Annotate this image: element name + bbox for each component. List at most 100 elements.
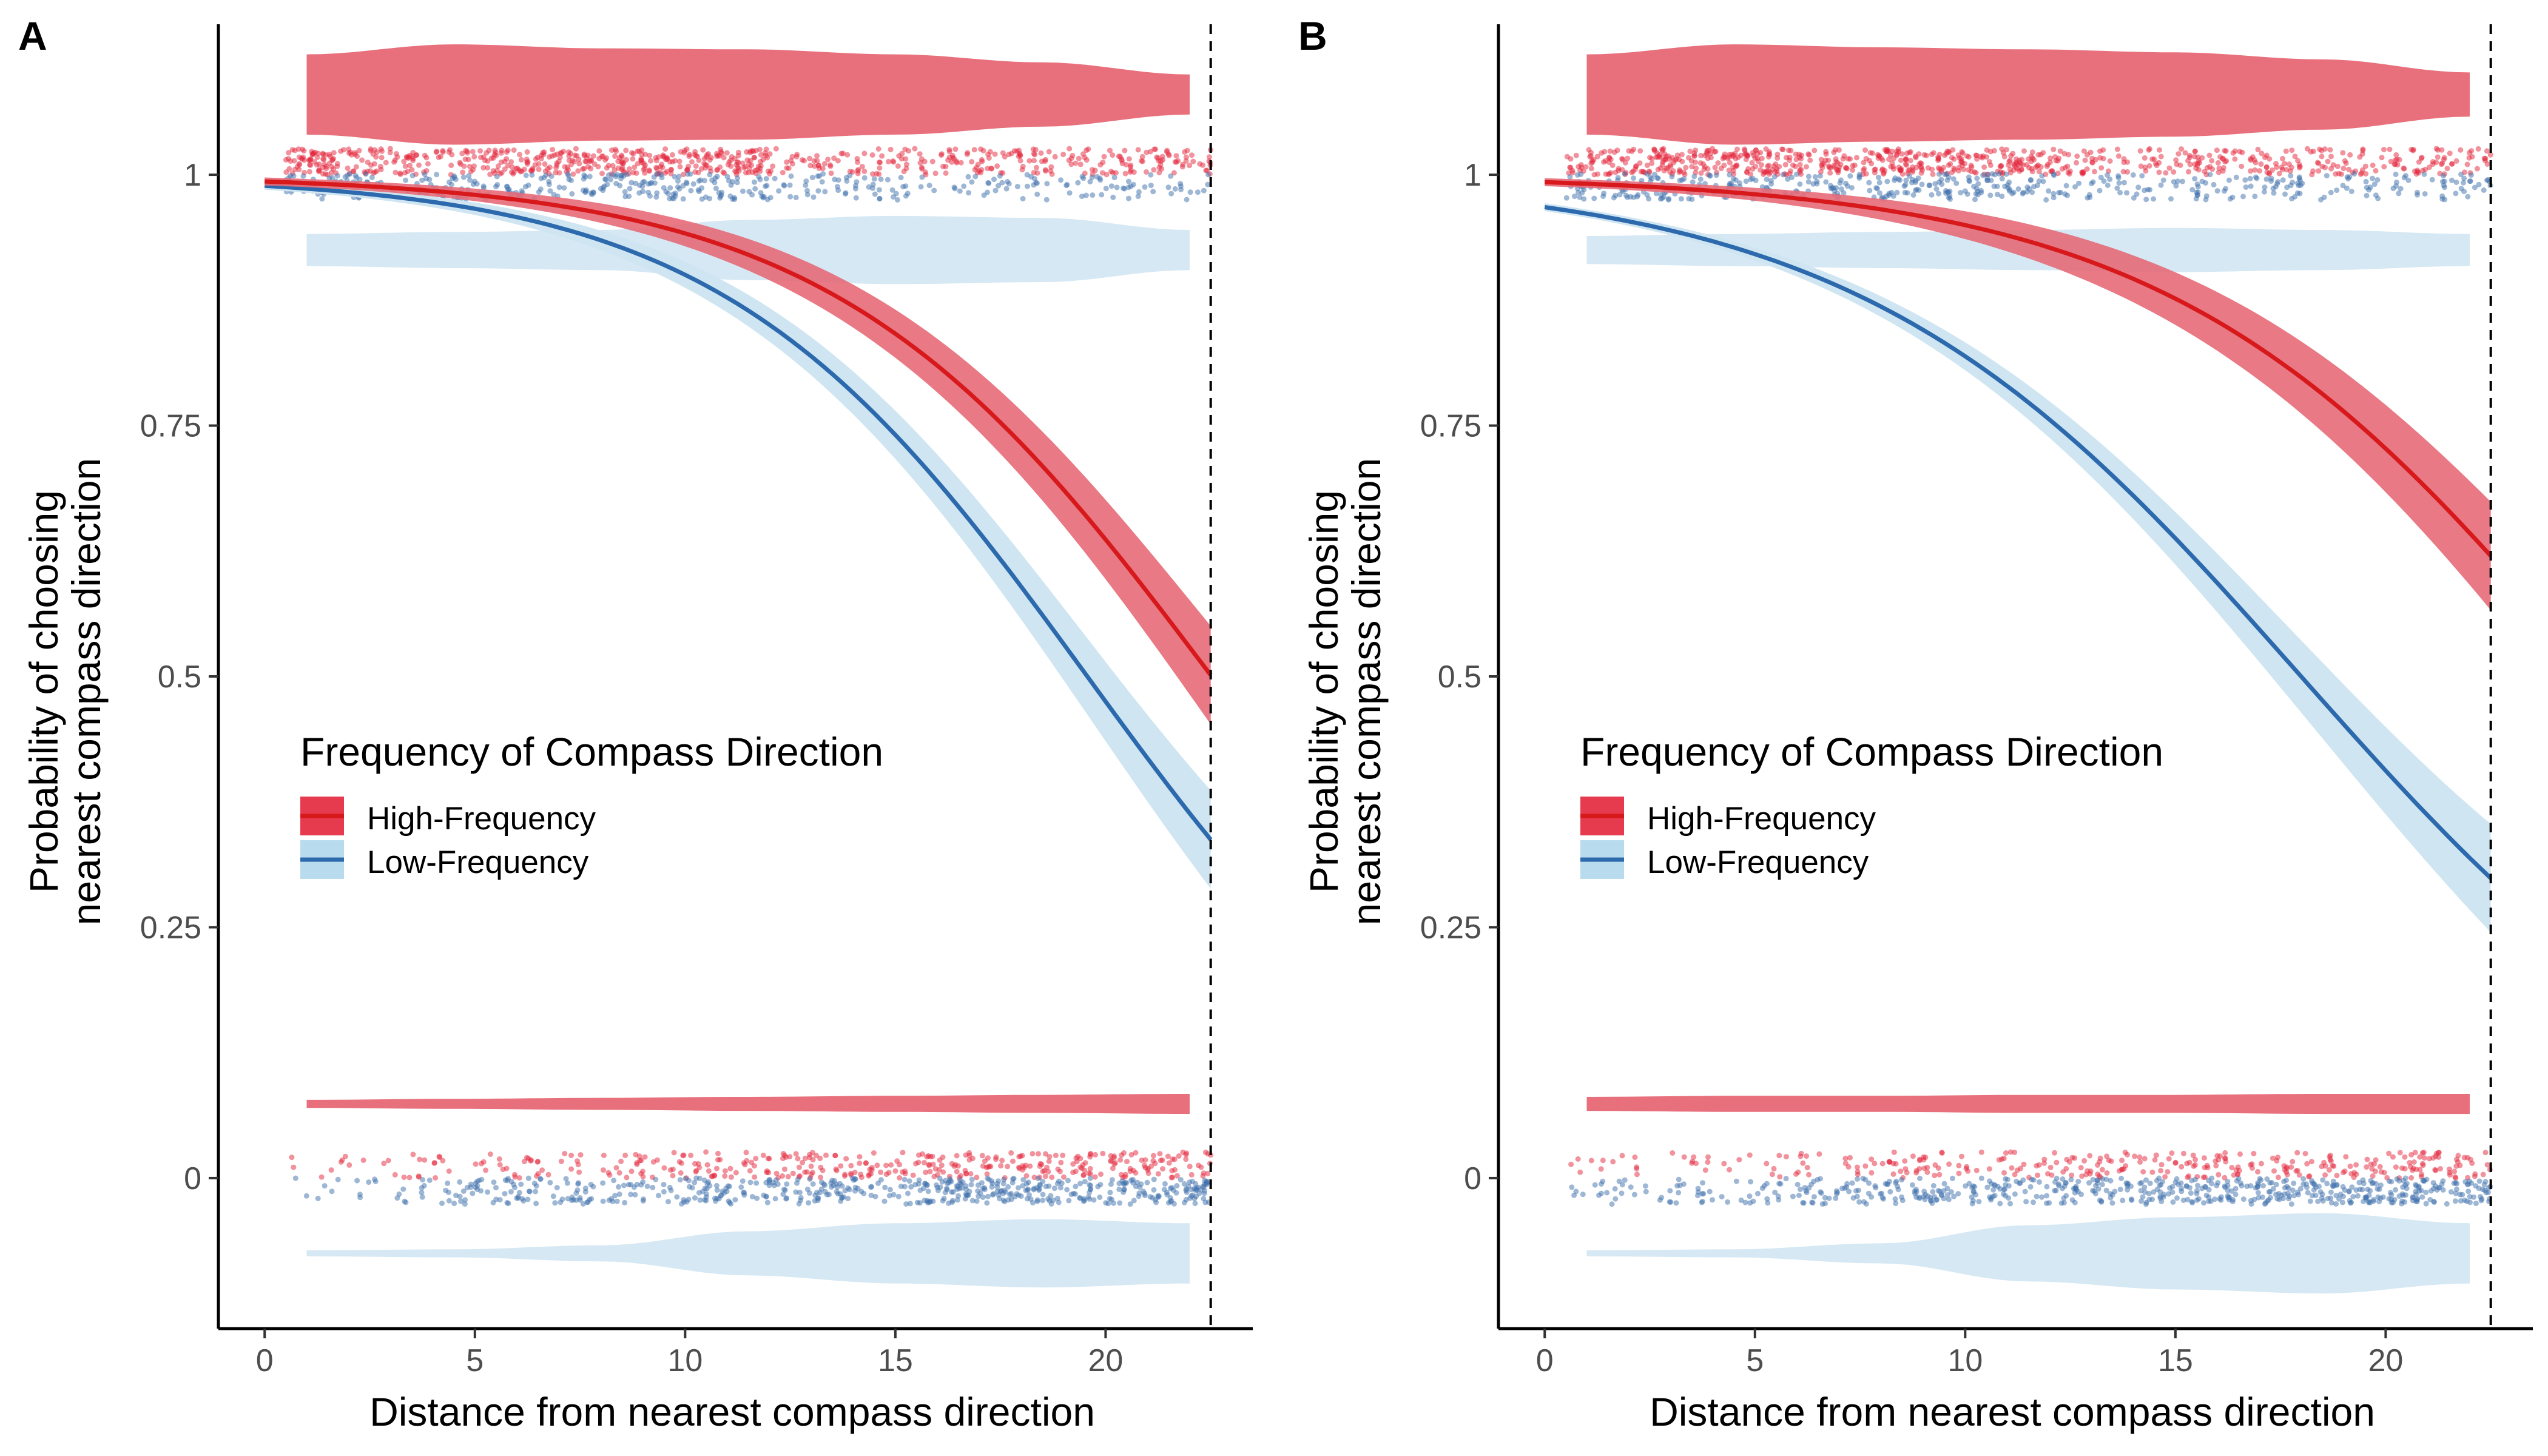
data-point bbox=[1573, 152, 1579, 158]
data-point bbox=[582, 1185, 588, 1191]
data-point bbox=[1938, 167, 1944, 173]
data-point bbox=[640, 1179, 646, 1185]
data-point bbox=[2288, 1201, 2294, 1207]
data-point bbox=[1162, 1181, 1168, 1187]
data-point bbox=[2386, 1178, 2392, 1184]
data-point bbox=[806, 1190, 812, 1196]
data-point bbox=[1073, 160, 1079, 166]
data-point bbox=[2270, 186, 2276, 192]
data-point bbox=[2060, 1176, 2066, 1182]
data-point bbox=[1046, 1158, 1052, 1164]
data-point bbox=[599, 170, 605, 177]
data-point bbox=[345, 172, 351, 178]
data-point bbox=[1804, 1190, 1810, 1196]
legend-label-low: Low-Frequency bbox=[1647, 844, 1869, 880]
data-point bbox=[858, 1171, 864, 1178]
data-point bbox=[861, 175, 868, 181]
data-point bbox=[1674, 1183, 1680, 1188]
data-point bbox=[1591, 157, 1597, 163]
data-point bbox=[2006, 1195, 2012, 1201]
data-point bbox=[1707, 172, 1713, 178]
data-point bbox=[760, 1153, 766, 1158]
fitted-curve-low bbox=[264, 183, 1213, 841]
data-point bbox=[484, 150, 490, 156]
data-point bbox=[1898, 167, 1904, 174]
data-point bbox=[616, 1170, 622, 1176]
data-point bbox=[693, 1175, 699, 1181]
data-point bbox=[857, 1154, 863, 1160]
data-point bbox=[714, 153, 720, 159]
data-point bbox=[2040, 150, 2046, 156]
data-point bbox=[877, 165, 883, 171]
data-point bbox=[2138, 1198, 2144, 1204]
data-point bbox=[1691, 153, 1697, 159]
data-point bbox=[781, 1187, 787, 1193]
data-point bbox=[448, 163, 454, 169]
data-point bbox=[2089, 155, 2095, 161]
data-point bbox=[2363, 178, 2369, 184]
data-point bbox=[1806, 1185, 1812, 1191]
data-point bbox=[2394, 1176, 2400, 1182]
data-point bbox=[2020, 1177, 2026, 1183]
data-point bbox=[2452, 1168, 2458, 1175]
data-point bbox=[2439, 147, 2445, 153]
data-point bbox=[1992, 172, 1998, 178]
data-point bbox=[1119, 161, 1125, 166]
data-point bbox=[2454, 1181, 2460, 1187]
data-point bbox=[713, 186, 719, 192]
data-point bbox=[719, 150, 724, 157]
data-point bbox=[2129, 1197, 2135, 1203]
data-point bbox=[1904, 150, 1910, 157]
data-point bbox=[1733, 162, 1739, 168]
data-point bbox=[2396, 1193, 2402, 1199]
data-point bbox=[839, 1183, 845, 1189]
data-point bbox=[2334, 187, 2340, 194]
data-point bbox=[1826, 163, 1832, 169]
data-point bbox=[1043, 1184, 1049, 1190]
data-point bbox=[2408, 1164, 2413, 1170]
data-point bbox=[1622, 160, 1628, 166]
data-point bbox=[420, 1177, 425, 1183]
data-point bbox=[2137, 1181, 2143, 1187]
data-point bbox=[1187, 163, 1193, 169]
data-point bbox=[2114, 146, 2120, 152]
data-point bbox=[551, 152, 558, 158]
data-point bbox=[480, 164, 487, 170]
data-point bbox=[1005, 1164, 1011, 1170]
data-point bbox=[912, 146, 918, 152]
data-point bbox=[2288, 173, 2294, 179]
data-point bbox=[2250, 1165, 2255, 1171]
data-point bbox=[1002, 153, 1008, 160]
data-point bbox=[888, 146, 894, 152]
data-point bbox=[679, 1201, 684, 1207]
data-point bbox=[957, 188, 963, 194]
data-point bbox=[951, 1163, 957, 1169]
data-point bbox=[2125, 1187, 2131, 1193]
data-point bbox=[798, 1195, 804, 1201]
data-point bbox=[2333, 171, 2339, 177]
data-point bbox=[2206, 1187, 2212, 1193]
data-point bbox=[2169, 1150, 2175, 1156]
data-point bbox=[714, 1187, 720, 1193]
data-point bbox=[2022, 1188, 2028, 1195]
data-point bbox=[1909, 180, 1915, 186]
data-point bbox=[1916, 1166, 1923, 1171]
data-point bbox=[1695, 1185, 1701, 1191]
data-point bbox=[1815, 1177, 1821, 1182]
data-point bbox=[2324, 1181, 2330, 1187]
data-point bbox=[2320, 1177, 2326, 1183]
data-point bbox=[975, 161, 981, 167]
data-point bbox=[1601, 159, 1607, 165]
data-point bbox=[1205, 172, 1212, 178]
data-point bbox=[891, 194, 897, 200]
data-point bbox=[1866, 1180, 1872, 1186]
data-point bbox=[2005, 185, 2011, 191]
data-point bbox=[772, 1196, 778, 1202]
data-point bbox=[1644, 171, 1650, 177]
data-point bbox=[576, 161, 582, 167]
data-point bbox=[2322, 1163, 2328, 1169]
data-point bbox=[1939, 1150, 1945, 1156]
data-point bbox=[519, 188, 525, 194]
data-point bbox=[504, 183, 510, 189]
